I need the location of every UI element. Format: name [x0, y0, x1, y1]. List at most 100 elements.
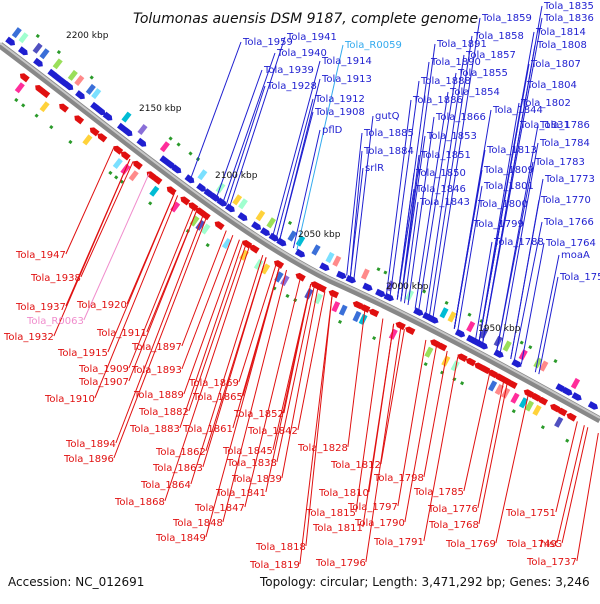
leader-line: [188, 243, 247, 412]
feature-tracks: [5, 27, 599, 443]
leader-line: [407, 116, 435, 306]
gc-marker: [68, 139, 73, 145]
gene-label-reverse: Tola_1842: [247, 426, 298, 437]
reverse-gene-arrow: [120, 151, 131, 161]
track-cog: [11, 27, 581, 390]
gene-label-forward: Tola_1800: [477, 199, 528, 210]
reverse-gene-arrow: [537, 396, 549, 406]
cog-block: [238, 198, 248, 210]
gene-label-reverse: Tola_1910: [44, 394, 95, 405]
gene-label-reverse: Tola_R0063: [26, 316, 84, 327]
forward-gene-arrow: [493, 349, 504, 358]
gene-label-forward: Tola_1814: [535, 27, 586, 38]
forward-gene-arrow: [336, 270, 347, 280]
cog-block: [260, 263, 271, 275]
gene-label-reverse: Tola_1920: [76, 300, 127, 311]
reverse-gene-arrow: [566, 412, 577, 422]
gc-marker: [423, 362, 428, 367]
cog-block: [197, 169, 208, 181]
leader-line: [482, 44, 536, 344]
reverse-gene-arrow: [19, 73, 30, 83]
kbp-tick-label: 2050 kbp: [298, 230, 341, 240]
kbp-tick-label: 2150 kbp: [139, 104, 182, 114]
forward-gene-arrow: [184, 174, 195, 184]
gene-label-reverse: Tola_1883: [129, 424, 180, 435]
gene-label-forward: Tola_1799: [473, 219, 524, 230]
forward-gene-arrow: [428, 315, 439, 324]
gc-marker: [287, 220, 293, 225]
reverse-gene-arrow: [97, 133, 108, 143]
gene-label-forward: Tola_1888: [420, 76, 471, 87]
forward-gene-arrow: [260, 227, 271, 237]
leader-line: [389, 80, 420, 297]
forward-gene-arrow: [102, 111, 113, 121]
reverse-gene-arrow: [457, 353, 468, 363]
cog-block: [331, 301, 341, 313]
gene-label-forward: Tola_1858: [473, 31, 524, 42]
leader-line: [576, 432, 599, 562]
leader-line: [414, 91, 449, 309]
gene-label-forward: Tola_1854: [449, 87, 500, 98]
forward-gene-arrow: [413, 307, 424, 316]
leader-line: [396, 188, 415, 300]
gene-label-reverse: Tola_1894: [65, 439, 116, 450]
reverse-gene-arrow: [214, 221, 225, 231]
gc-marker: [168, 136, 173, 141]
forward-gene-arrow: [562, 387, 573, 396]
gene-label-reverse: Tola_1815: [305, 508, 356, 519]
forward-gene-arrow: [203, 188, 214, 198]
cog-block: [424, 346, 434, 358]
leader-line: [404, 345, 438, 523]
kbp-tick-label: 1950 kbp: [478, 324, 521, 334]
gene-label-reverse: Tola_1810: [318, 488, 369, 499]
gene-label-forward: Tola_1784: [539, 138, 590, 149]
backbone-highlight: [0, 42, 600, 419]
cog-block: [215, 182, 226, 194]
reverse-gene-arrow: [480, 365, 491, 375]
gc-marker: [372, 336, 377, 341]
gc-marker: [285, 293, 290, 298]
cog-block: [149, 185, 160, 197]
gene-label-reverse: Tola_1864: [140, 480, 191, 491]
cog-block: [170, 201, 181, 213]
forward-gene-arrow: [511, 358, 522, 368]
cog-block: [200, 223, 211, 235]
gene-label-reverse: Tola_1841: [215, 488, 266, 499]
gene-label-reverse: Tola_1819: [249, 560, 300, 571]
leader-line: [107, 192, 175, 353]
leader-line: [215, 69, 263, 198]
cog-block: [82, 134, 93, 146]
forward-gene-arrow: [454, 328, 466, 338]
cog-block: [121, 111, 132, 123]
gene-label-forward: pflD: [322, 125, 343, 136]
gc-marker: [519, 340, 524, 345]
gc-marker: [148, 201, 153, 206]
forward-gene-arrow: [294, 248, 306, 258]
reverse-gene-arrow: [557, 407, 568, 417]
forward-gene-arrow: [555, 383, 566, 392]
gc-marker: [49, 124, 54, 130]
gene-label-reverse: Tola_1796: [315, 558, 366, 569]
gene-label-reverse: Tola_1811: [312, 523, 363, 534]
leader-line: [346, 132, 363, 276]
reverse-gene-arrow: [273, 260, 285, 269]
leader-line: [299, 294, 333, 565]
leader-line: [164, 246, 250, 502]
gene-label-forward: Tola_1851: [420, 150, 471, 161]
leader-line: [496, 161, 534, 352]
leader-line: [296, 44, 344, 251]
reverse-gene-arrow: [295, 272, 306, 282]
cog-block: [524, 400, 534, 412]
cog-block: [502, 340, 512, 352]
reverse-gene-arrow: [395, 321, 406, 331]
cog-block: [18, 32, 29, 44]
leader-line: [353, 115, 374, 279]
kbp-tick-label: 2200 kbp: [66, 31, 109, 41]
gene-label-forward: Tola_1808: [536, 40, 587, 51]
leader-line: [432, 17, 481, 318]
forward-gene-arrow: [251, 221, 262, 231]
gene-label-reverse: Tola_1932: [3, 332, 54, 343]
map-title: Tolumonas auensis DSM 9187, complete gen…: [133, 11, 478, 27]
leader-line: [478, 124, 519, 342]
forward-gene-arrow: [95, 106, 106, 116]
